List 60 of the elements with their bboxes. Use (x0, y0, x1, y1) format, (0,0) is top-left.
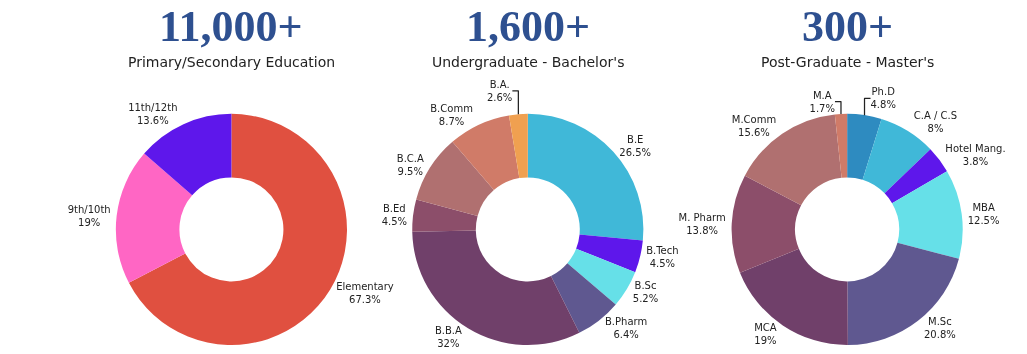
donut-slice (412, 230, 580, 345)
donut-slice (847, 113, 882, 180)
slice-label: M. Pharm (678, 211, 726, 223)
data-label: 6.4% (613, 328, 639, 340)
slice-label: MCA (754, 321, 777, 333)
donut-slice (884, 149, 947, 204)
data-label: 12.5% (967, 214, 1000, 226)
slice-label: B.Comm (430, 102, 473, 114)
donut-slice (834, 113, 848, 178)
chart-title: 1,600+ (466, 2, 591, 51)
slice-label: B.Tech (646, 245, 679, 257)
chart-title: 300+ (802, 2, 894, 51)
data-label: 1.7% (809, 102, 835, 114)
slice-label: MBA (972, 201, 995, 213)
chart-title: 11,000+ (159, 2, 303, 51)
data-label: 4.8% (870, 99, 896, 111)
slice-label: B.C.A (396, 152, 424, 164)
data-label: 15.6% (738, 126, 770, 138)
data-label: 13.8% (686, 224, 719, 236)
data-label: 8.7% (438, 115, 465, 127)
data-label: 20.8% (923, 329, 956, 341)
slice-label: B.Pharm (604, 315, 648, 327)
slice-label: B.B.A (434, 325, 462, 337)
data-label: 4.5% (381, 216, 408, 228)
data-label: 3.8% (962, 156, 989, 168)
slice-label: M.A (812, 89, 832, 101)
donut-slice (739, 248, 848, 345)
data-label: 4.5% (649, 258, 676, 270)
data-label: 13.6% (136, 115, 169, 127)
donut-slice (508, 113, 528, 179)
donut-slice (115, 153, 193, 283)
slice-label: C.A / C.S (913, 110, 958, 122)
donut-slice (731, 175, 802, 273)
data-label: 19% (78, 216, 101, 228)
slice-label: Ph.D (871, 86, 896, 98)
slice-label: M.Sc (928, 316, 952, 328)
data-label: 9.5% (397, 165, 423, 177)
data-label: 5.2% (632, 293, 659, 305)
donut-slice (847, 242, 959, 345)
chart-subtitle: Undergraduate - Bachelor's (432, 54, 625, 70)
donut-slice (576, 234, 643, 273)
data-label: 8% (927, 123, 944, 135)
donut-slice (892, 171, 963, 259)
data-label: 67.3% (349, 293, 381, 305)
data-label: 19% (754, 334, 777, 346)
chart-subtitle: Primary/Secondary Education (128, 54, 336, 70)
slice-label: B.E (627, 134, 644, 146)
data-label: 32% (437, 338, 460, 350)
data-label: 26.5% (619, 147, 652, 159)
slice-label: 9th/10th (67, 203, 111, 215)
slice-label: B.Sc (634, 280, 657, 292)
slice-label: B.A. (489, 78, 510, 90)
slice-label: Elementary (336, 280, 394, 292)
slice-label: B.Ed (383, 203, 406, 215)
donut-slice (412, 199, 478, 232)
chart-subtitle: Post-Graduate - Master's (761, 54, 935, 70)
slice-label: Hotel Mang. (945, 143, 1006, 155)
data-label: 2.6% (486, 91, 513, 103)
slice-label: 11th/12th (128, 102, 178, 114)
slice-label: M.Comm (731, 113, 777, 125)
